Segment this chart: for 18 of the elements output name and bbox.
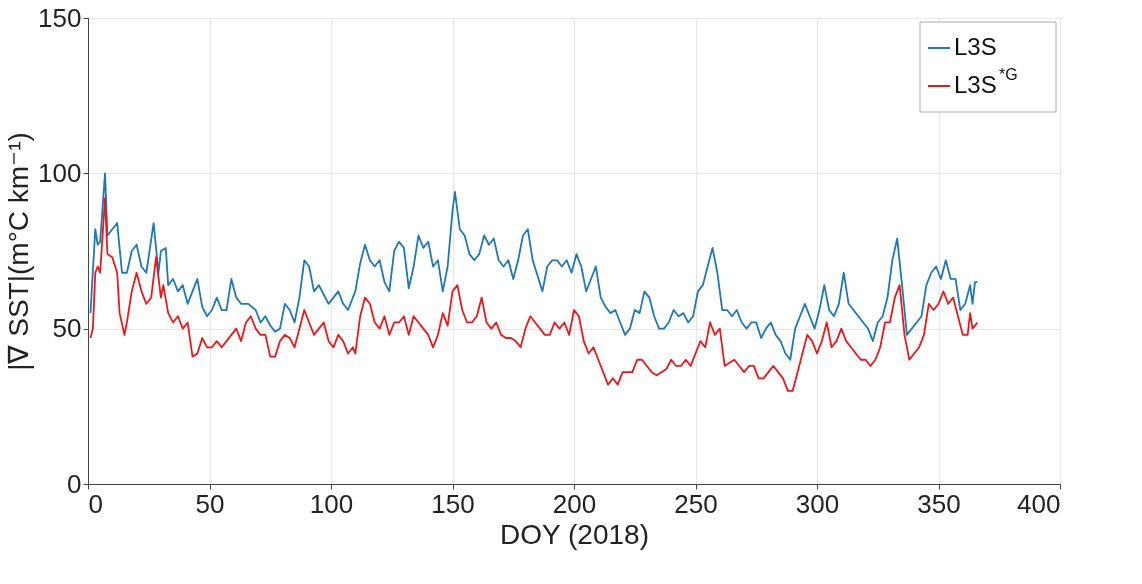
x-tick-label: 0 (88, 488, 103, 519)
y-tick-label: 100 (38, 157, 82, 188)
x-tick-label: 200 (552, 488, 597, 519)
x-tick-label: 250 (674, 488, 718, 519)
x-tick-label: 350 (917, 488, 961, 519)
y-tick-label: 50 (52, 313, 82, 344)
y-tick-label: 150 (38, 2, 82, 33)
x-tick-label: 100 (309, 488, 354, 519)
x-axis-title: DOY (2018) (500, 518, 649, 550)
line-series (89, 172, 979, 361)
line-series (89, 197, 979, 392)
x-tick-label: 150 (431, 488, 475, 519)
x-tick-label: 50 (195, 488, 225, 519)
y-tick-label: 0 (67, 468, 82, 499)
x-tick-label: 300 (795, 488, 840, 519)
y-axis-title: |∇ SST|(m°C km⁻¹) (3, 132, 35, 371)
legend-label: L3S (954, 33, 997, 60)
x-tick-label: 400 (1017, 488, 1061, 519)
